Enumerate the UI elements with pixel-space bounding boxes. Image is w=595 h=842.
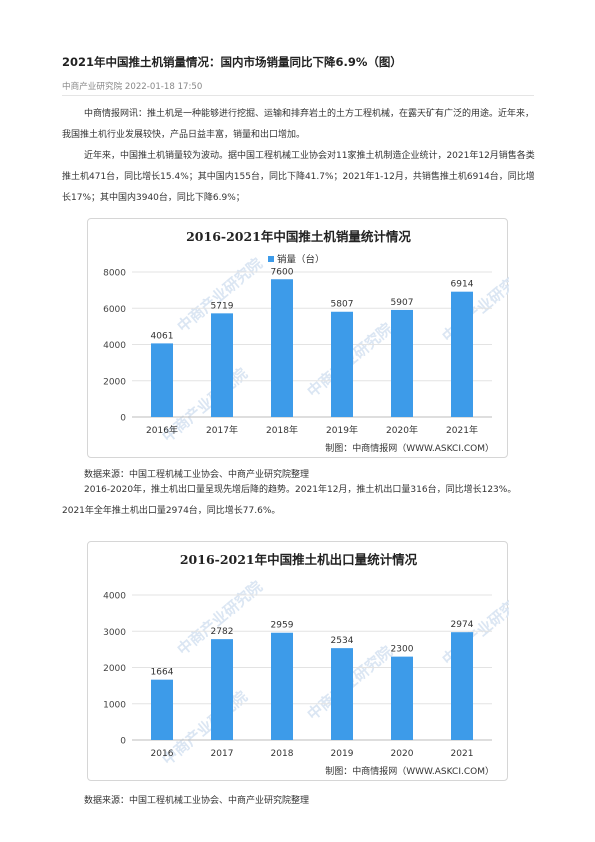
bar xyxy=(451,632,473,740)
legend-label: 销量（台） xyxy=(277,254,325,266)
legend-swatch xyxy=(268,256,274,262)
x-tick-label: 2018 xyxy=(271,749,294,759)
bar xyxy=(211,313,233,417)
x-tick-label: 2020年 xyxy=(386,424,418,436)
paragraph-intro: 中商情报网讯：推土机是一种能够进行挖掘、运输和排弃岩土的土方工程机械，在露天矿有… xyxy=(62,109,535,140)
x-tick-label: 2018年 xyxy=(266,424,298,436)
x-tick-label: 2017 xyxy=(211,749,234,759)
x-tick-label: 2016 xyxy=(151,749,174,759)
y-tick-label: 2000 xyxy=(103,377,126,387)
y-tick-label: 2000 xyxy=(103,664,126,674)
chart-legend: 销量（台） xyxy=(268,254,325,266)
chart-source-1: 数据来源：中国工程机械工业协会、中商产业研究院整理 xyxy=(84,470,310,480)
bar-value-label: 5719 xyxy=(211,301,234,311)
chart-credit: 制图：中商情报网（WWW.ASKCI.COM） xyxy=(325,765,494,777)
bar-value-label: 2974 xyxy=(451,620,474,630)
bar-value-label: 5807 xyxy=(331,300,354,310)
y-tick-label: 1000 xyxy=(103,700,126,710)
exports-chart-svg: 中商产业研究院中商产业研究院中商产业研究院中商产业研究院2016-2021年中国… xyxy=(103,552,509,777)
sales-chart-svg: 中商产业研究院中商产业研究院中商产业研究院中商产业研究院2016-2021年中国… xyxy=(103,229,509,454)
watermark-text: 中商产业研究院 xyxy=(439,265,509,346)
bar-value-label: 2959 xyxy=(271,621,294,631)
x-tick-label: 2019 xyxy=(331,749,354,759)
bar-value-label: 4061 xyxy=(151,331,174,341)
article-meta: 中商产业研究院 2022-01-18 17:50 xyxy=(62,82,203,92)
bar xyxy=(271,279,293,417)
x-tick-label: 2017年 xyxy=(206,424,238,436)
bar xyxy=(331,648,353,740)
chart-credit: 制图：中商情报网（WWW.ASKCI.COM） xyxy=(325,442,494,454)
y-tick-label: 4000 xyxy=(103,341,126,351)
sales-chart: 中商产业研究院中商产业研究院中商产业研究院中商产业研究院2016-2021年中国… xyxy=(87,218,509,458)
x-tick-label: 2020 xyxy=(391,749,414,759)
x-tick-label: 2019年 xyxy=(326,424,358,436)
bar xyxy=(211,639,233,740)
chart-title: 2016-2021年中国推土机销量统计情况 xyxy=(186,229,411,244)
bar-value-label: 5907 xyxy=(391,298,414,308)
bar xyxy=(271,632,293,740)
y-tick-label: 4000 xyxy=(103,592,126,602)
chart-source-2: 数据来源：中国工程机械工业协会、中商产业研究院整理 xyxy=(84,796,310,806)
paragraph-sales: 近年来，中国推土机销量较为波动。据中国工程机械工业协会对11家推土机制造企业统计… xyxy=(62,151,535,203)
y-tick-label: 0 xyxy=(120,414,126,424)
bar-value-label: 7600 xyxy=(271,267,294,277)
x-tick-label: 2016年 xyxy=(146,424,178,436)
x-tick-label: 2021 xyxy=(451,749,474,759)
watermark-text: 中商产业研究院 xyxy=(439,588,509,669)
article-title: 2021年中国推土机销量情况：国内市场销量同比下降6.9%（图） xyxy=(62,55,402,69)
bar xyxy=(391,656,413,740)
y-tick-label: 0 xyxy=(120,737,126,747)
bar-value-label: 6914 xyxy=(451,280,474,290)
y-tick-label: 8000 xyxy=(103,269,126,279)
paragraph-exports: 2016-2020年，推土机出口量呈现先增后降的趋势。2021年12月，推土机出… xyxy=(62,485,517,516)
y-tick-label: 6000 xyxy=(103,305,126,315)
y-tick-label: 3000 xyxy=(103,628,126,638)
bar xyxy=(451,291,473,417)
chart-title: 2016-2021年中国推土机出口量统计情况 xyxy=(180,552,418,567)
bar-value-label: 2782 xyxy=(211,627,234,637)
bar xyxy=(391,309,413,417)
header-divider xyxy=(62,95,534,96)
bar xyxy=(151,679,173,740)
bar xyxy=(151,343,173,417)
bar-value-label: 1664 xyxy=(151,668,174,678)
bar-value-label: 2300 xyxy=(391,645,414,655)
bar xyxy=(331,311,353,417)
bar-value-label: 2534 xyxy=(331,636,354,646)
exports-chart: 中商产业研究院中商产业研究院中商产业研究院中商产业研究院2016-2021年中国… xyxy=(87,541,509,781)
x-tick-label: 2021年 xyxy=(446,424,478,436)
